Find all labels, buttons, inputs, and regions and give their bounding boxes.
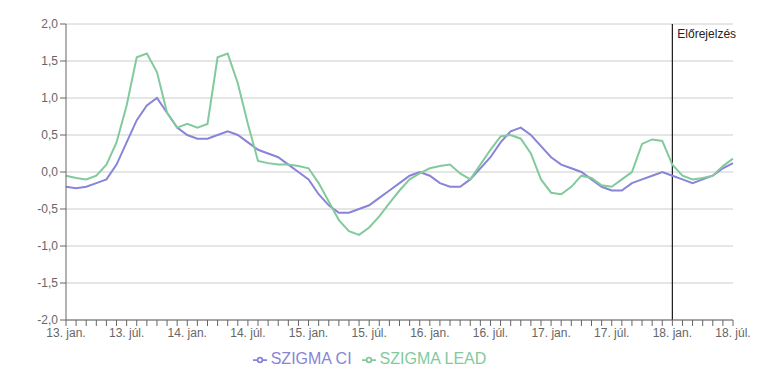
svg-text:15. jan.: 15. jan.: [289, 326, 328, 340]
svg-text:13. júl.: 13. júl.: [109, 326, 144, 340]
svg-text:0,0: 0,0: [41, 165, 58, 179]
svg-text:0,5: 0,5: [41, 128, 58, 142]
svg-text:16. júl.: 16. júl.: [473, 326, 508, 340]
svg-text:Előrejelzés: Előrejelzés: [677, 27, 736, 41]
svg-text:2,0: 2,0: [41, 17, 58, 31]
svg-text:14. júl.: 14. júl.: [230, 326, 265, 340]
html-text:SZIGMA LEAD: SZIGMA LEAD: [379, 350, 487, 367]
svg-text:-1,5: -1,5: [37, 276, 58, 290]
svg-text:17. júl.: 17. júl.: [594, 326, 629, 340]
svg-text:14. jan.: 14. jan.: [168, 326, 207, 340]
svg-text:-0,5: -0,5: [37, 202, 58, 216]
svg-text:18. jan.: 18. jan.: [653, 326, 692, 340]
svg-text:18. júl.: 18. júl.: [715, 326, 750, 340]
svg-text:1,0: 1,0: [41, 91, 58, 105]
svg-text:-2,0: -2,0: [37, 313, 58, 327]
html-text:SZIGMA CI: SZIGMA CI: [270, 350, 352, 367]
svg-text:13. jan.: 13. jan.: [46, 326, 85, 340]
svg-text:16. jan.: 16. jan.: [410, 326, 449, 340]
svg-text:1,5: 1,5: [41, 54, 58, 68]
svg-text:-1,0: -1,0: [37, 239, 58, 253]
svg-text:15. júl.: 15. júl.: [352, 326, 387, 340]
svg-text:17. jan.: 17. jan.: [531, 326, 570, 340]
